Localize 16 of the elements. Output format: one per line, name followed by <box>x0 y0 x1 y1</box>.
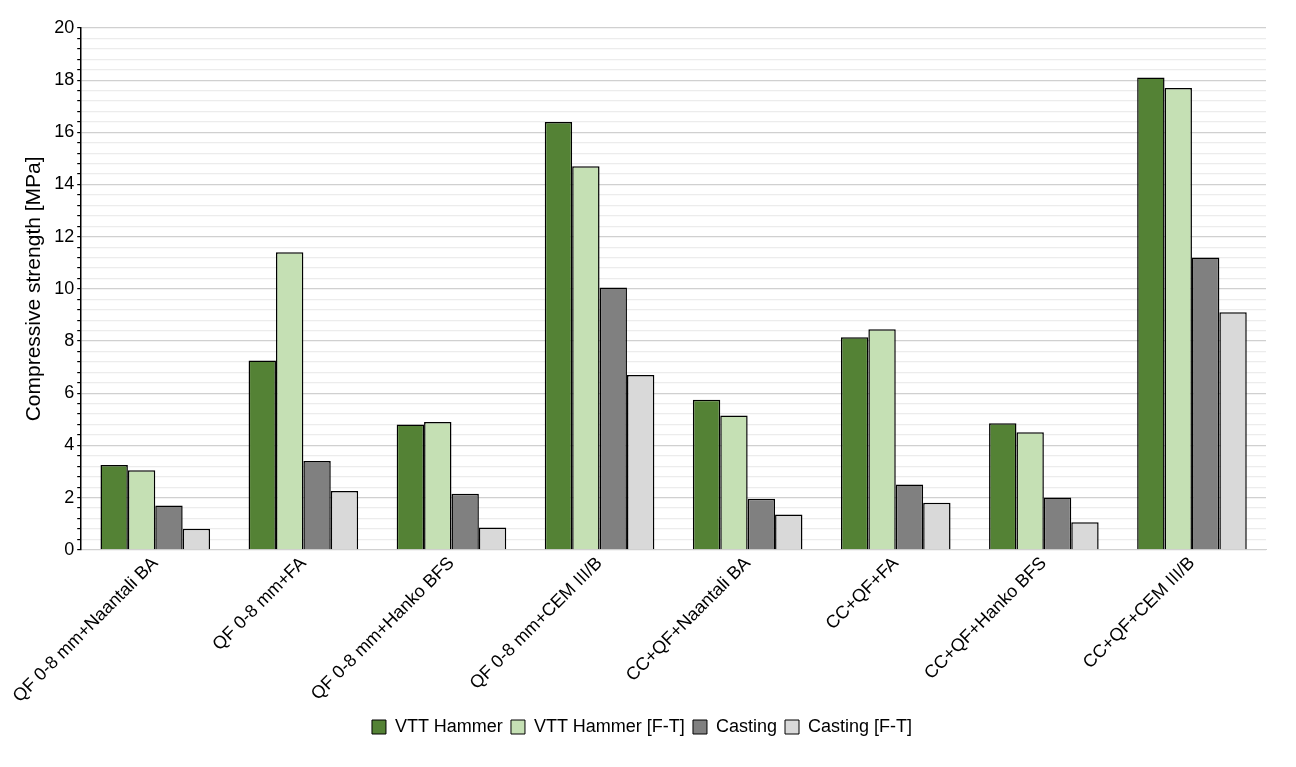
y-tick-label: 12 <box>54 225 75 246</box>
y-tick-label: 20 <box>54 16 75 37</box>
y-tick-label: 16 <box>54 121 75 142</box>
y-tick-label: 0 <box>64 538 75 559</box>
y-tick-label: 14 <box>54 173 75 194</box>
legend-label: Casting <box>715 715 777 736</box>
y-tick-label: 18 <box>54 69 75 90</box>
legend-label: VTT Hammer <box>394 715 503 736</box>
y-tick-label: 4 <box>64 434 75 455</box>
y-axis-title: Compressive strength [MPa] <box>21 156 45 422</box>
legend-label: VTT Hammer [F-T] <box>533 715 685 736</box>
legend-label: Casting [F-T] <box>808 715 913 736</box>
y-tick-label: 10 <box>54 277 75 298</box>
y-tick-label: 2 <box>64 486 75 507</box>
y-tick-label: 8 <box>64 330 75 351</box>
y-tick-label: 6 <box>64 382 75 403</box>
